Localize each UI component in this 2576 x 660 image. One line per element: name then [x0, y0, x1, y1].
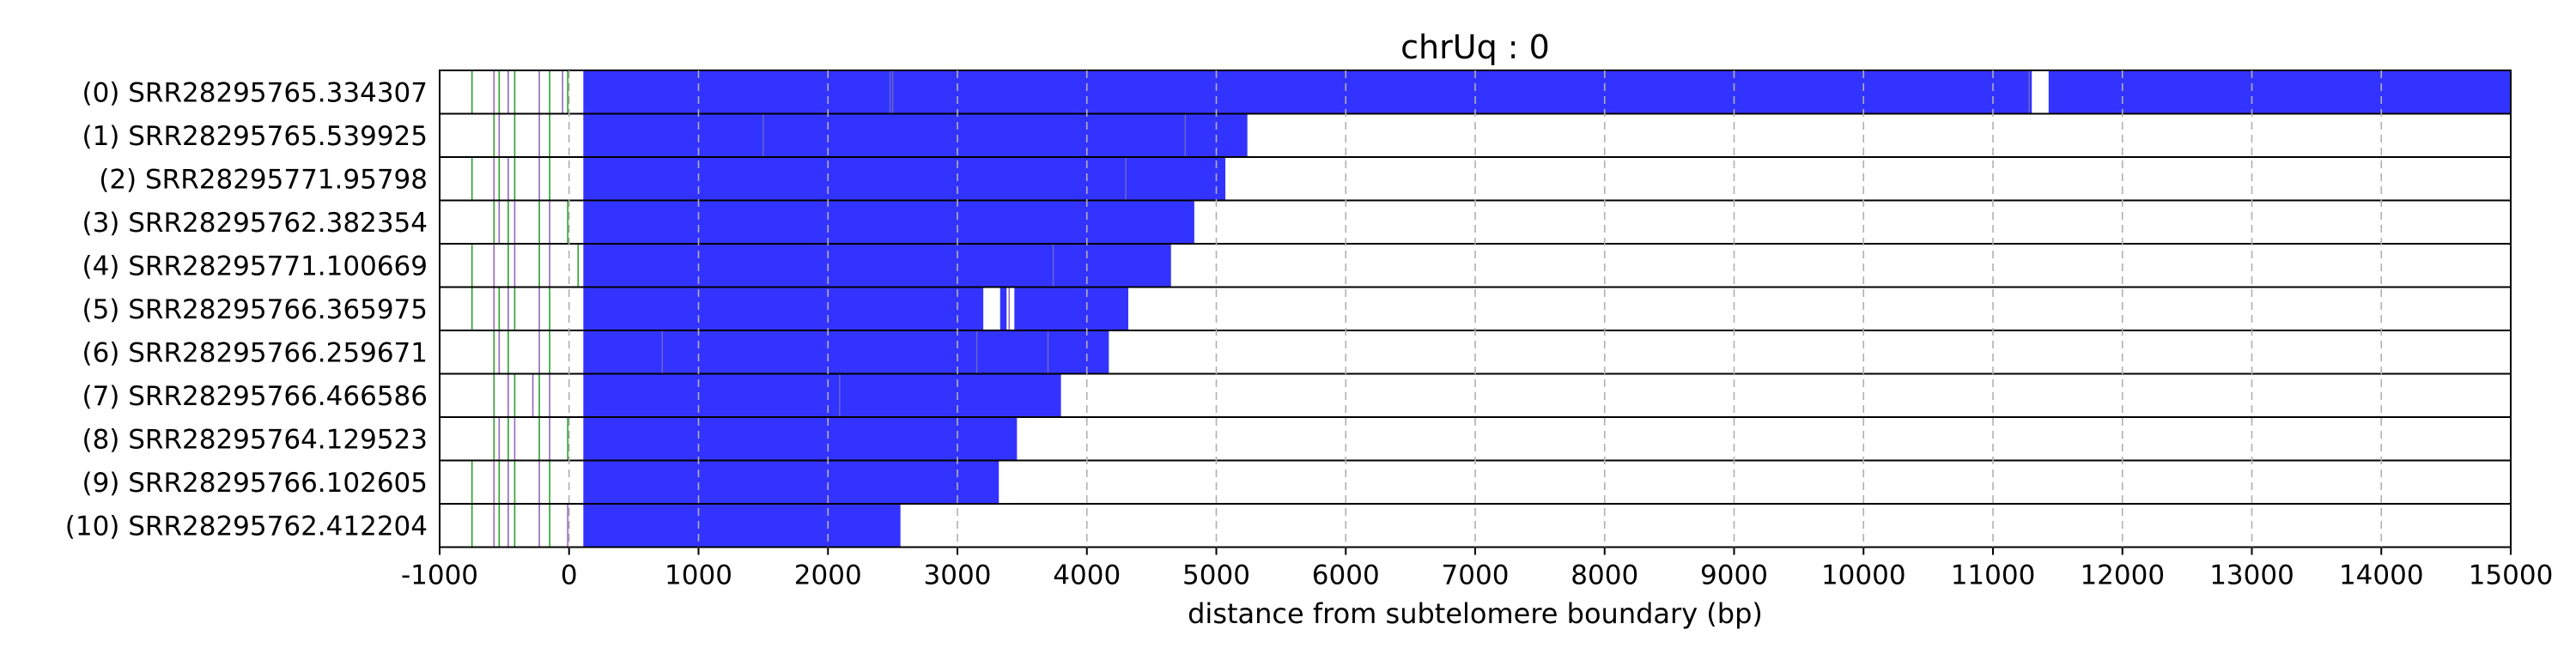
x-tick-label: -1000 [401, 560, 478, 591]
x-tick-label: 9000 [1700, 560, 1768, 591]
chart-title: chrUq : 0 [1400, 28, 1550, 66]
read-row: (0) SRR28295765.334307 [82, 70, 2512, 115]
read-row: (8) SRR28295764.129523 [82, 416, 2512, 462]
x-tick-label: 8000 [1571, 560, 1638, 591]
read-row: (4) SRR28295771.100669 [82, 243, 2512, 288]
x-tick-label: 11000 [1951, 560, 2036, 591]
read-segment-bar [2048, 70, 2511, 114]
row-label: (1) SRR28295765.539925 [82, 121, 428, 152]
row-label: (5) SRR28295766.365975 [82, 294, 428, 325]
row-label: (9) SRR28295766.102605 [82, 468, 428, 499]
row-label: (7) SRR28295766.466586 [82, 381, 428, 412]
read-segment-bar [583, 460, 999, 504]
read-segment-bar [583, 373, 1061, 417]
x-tick-label: 10000 [1821, 560, 1906, 591]
x-axis-label: distance from subtelomere boundary (bp) [1188, 597, 1763, 630]
read-rows: (0) SRR28295765.334307 (1) SRR28295765.53… [65, 70, 2512, 548]
read-segment-bar [583, 287, 984, 330]
row-label: (4) SRR28295771.100669 [82, 251, 428, 282]
row-label: (6) SRR28295766.259671 [82, 337, 428, 368]
read-row: (6) SRR28295766.259671 [82, 330, 2512, 375]
x-tick-label: 12000 [2080, 560, 2165, 591]
row-label: (10) SRR28295762.412204 [65, 511, 428, 542]
read-segment-bar [583, 417, 1018, 461]
read-segment-bar [583, 504, 901, 548]
read-row: (2) SRR28295771.95798 [99, 156, 2512, 202]
x-tick-label: 14000 [2339, 560, 2424, 591]
x-tick-label: 13000 [2209, 560, 2294, 591]
read-row: (3) SRR28295762.382354 [82, 199, 2512, 245]
x-tick-label: 5000 [1182, 560, 1250, 591]
read-segment-bar [583, 330, 1109, 374]
read-row: (7) SRR28295766.466586 [82, 372, 2512, 418]
read-row: (1) SRR28295765.539925 [82, 112, 2512, 158]
read-segment-bar [1014, 287, 1128, 330]
read-row: (10) SRR28295762.412204 [65, 503, 2512, 548]
x-tick-label: 6000 [1312, 560, 1380, 591]
x-tick-label: 3000 [924, 560, 992, 591]
row-label: (0) SRR28295765.334307 [82, 77, 428, 108]
read-segment-bar [583, 157, 1226, 201]
read-segment-bar [583, 200, 1194, 244]
row-label: (3) SRR28295762.382354 [82, 208, 428, 239]
read-segment-bar [999, 287, 1007, 330]
read-row: (9) SRR28295766.102605 [82, 459, 2512, 505]
read-segment-bar [583, 113, 1248, 157]
x-tick-label: 1000 [665, 560, 732, 591]
read-row: (5) SRR28295766.365975 [82, 286, 2512, 331]
x-tick-label: 4000 [1053, 560, 1121, 591]
x-grid [568, 70, 2383, 548]
x-tick-label: 15000 [2469, 560, 2554, 591]
row-label: (8) SRR28295764.129523 [82, 424, 428, 455]
x-axis: -1000 0 1000 2000 3000 4000 5000 6000 7000 8000 90… [401, 547, 2554, 591]
read-segment-bar [583, 70, 2032, 114]
x-tick-label: 7000 [1442, 560, 1510, 591]
read-segment-bar [583, 244, 1171, 288]
x-tick-label: 0 [561, 560, 578, 591]
row-label: (2) SRR28295771.95798 [99, 164, 428, 195]
x-tick-label: 2000 [794, 560, 862, 591]
